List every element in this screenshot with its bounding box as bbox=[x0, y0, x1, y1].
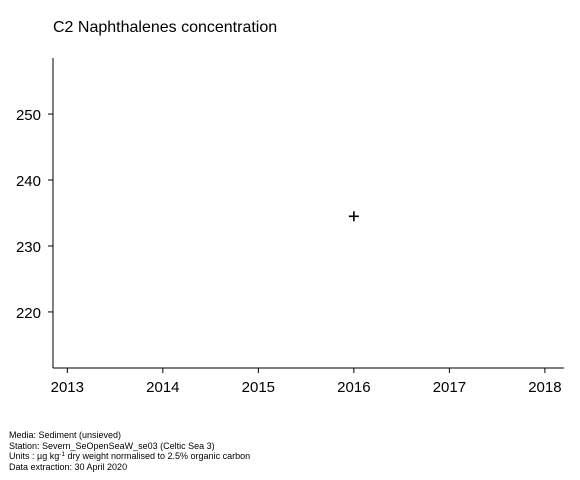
footer-extraction: Data extraction: 30 April 2020 bbox=[9, 461, 128, 472]
chart-plot-area: 2013 2014 2015 2016 2017 2018 220 230 240 250 bbox=[16, 58, 564, 396]
units-exponent: -1 bbox=[59, 451, 65, 458]
y-tick-label: 230 bbox=[16, 239, 41, 256]
x-tick-label: 2018 bbox=[528, 379, 561, 396]
x-axis: 2013 2014 2015 2016 2017 2018 bbox=[51, 368, 562, 396]
x-tick-label: 2014 bbox=[146, 379, 179, 396]
chart-footer: Media: Sediment (unsieved) Station: Seve… bbox=[9, 430, 250, 472]
footer-media: Media: Sediment (unsieved) bbox=[9, 430, 122, 440]
x-tick-label: 2013 bbox=[51, 379, 84, 396]
units-prefix: Units : µg kg bbox=[9, 451, 60, 461]
units-suffix: dry weight normalised to 2.5% organic ca… bbox=[64, 451, 251, 461]
x-tick-label: 2015 bbox=[242, 379, 275, 396]
data-point-plus bbox=[348, 211, 359, 222]
footer-station: Station: Severn_SeOpenSeaW_se03 (Celtic … bbox=[9, 440, 215, 451]
x-tick-label: 2017 bbox=[433, 379, 466, 396]
y-tick-label: 250 bbox=[16, 107, 41, 124]
x-tick-label: 2016 bbox=[337, 379, 370, 396]
chart-title: C2 Naphthalenes concentration bbox=[53, 19, 278, 36]
data-points bbox=[348, 211, 359, 222]
y-axis: 220 230 240 250 bbox=[16, 107, 53, 322]
y-tick-label: 220 bbox=[16, 305, 41, 322]
y-tick-label: 240 bbox=[16, 173, 41, 190]
footer-units: Units : µg kg-1 dry weight normalised to… bbox=[9, 451, 250, 462]
